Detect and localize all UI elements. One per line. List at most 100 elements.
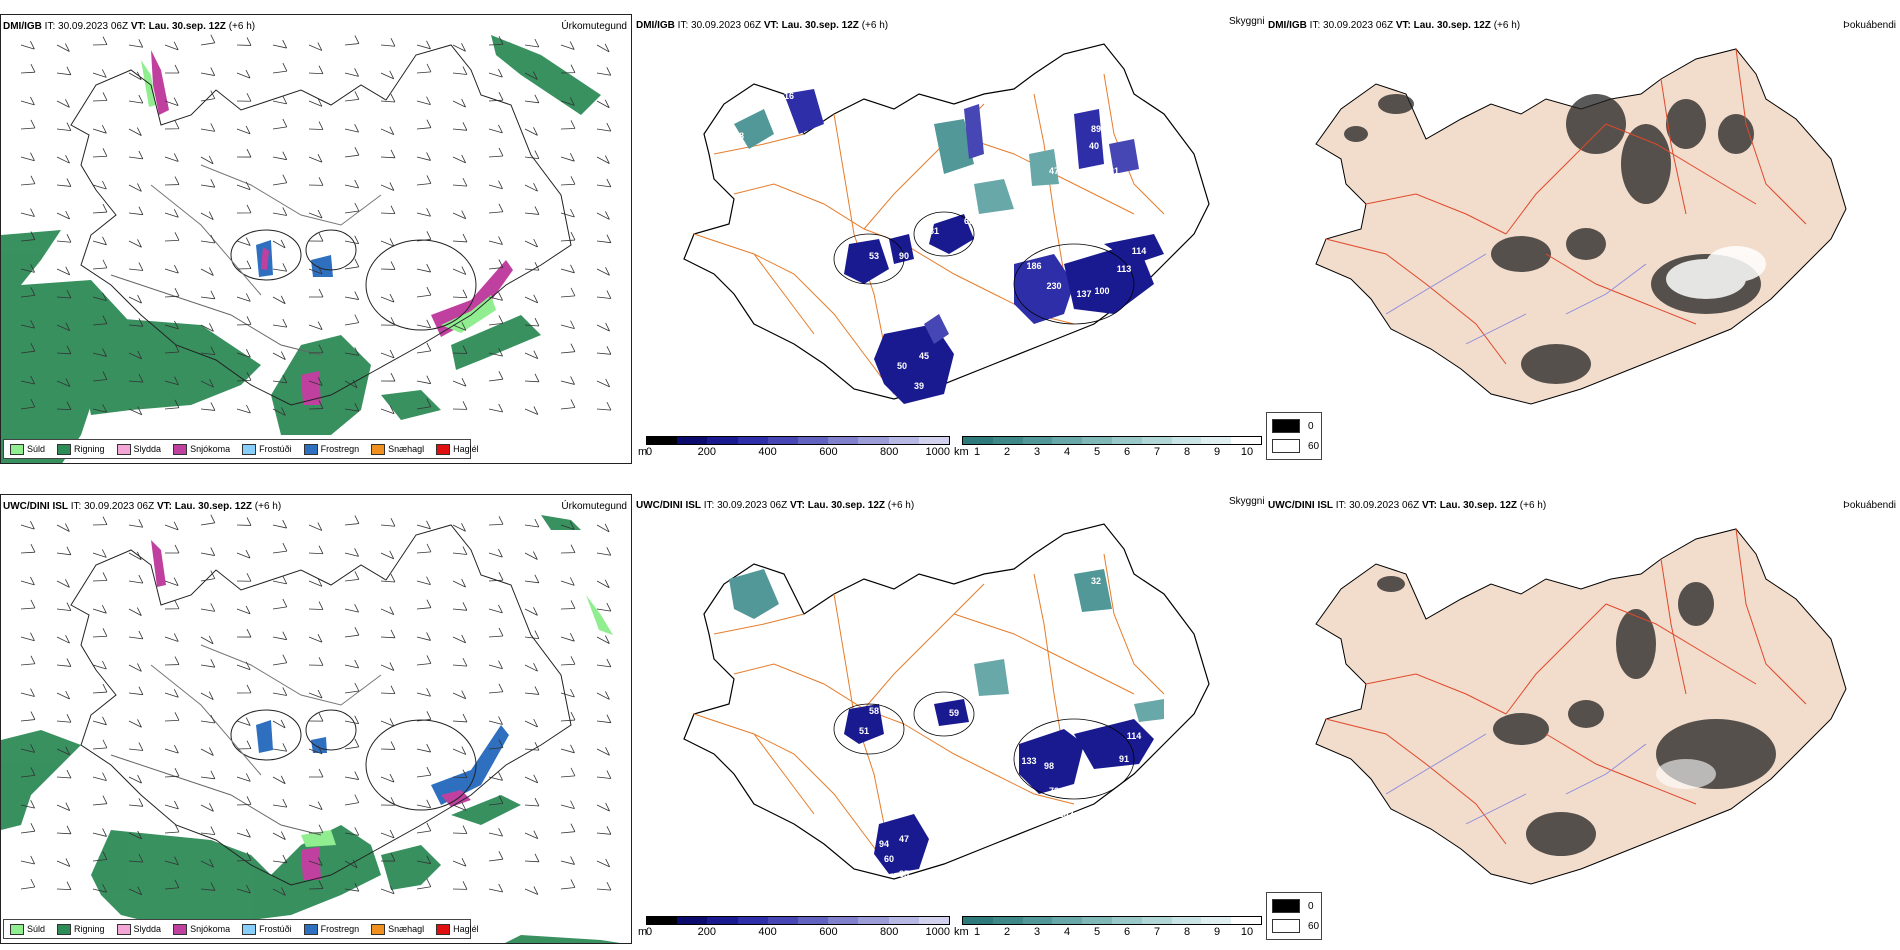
wind-barb bbox=[92, 180, 107, 190]
wind-barb bbox=[20, 343, 36, 354]
wind-barb bbox=[128, 719, 142, 728]
legend-swatch bbox=[116, 923, 131, 935]
wind-barb bbox=[200, 323, 214, 332]
wind-barb bbox=[344, 403, 360, 412]
fog-legend-label: 0 bbox=[1308, 900, 1314, 912]
wind-barb bbox=[452, 154, 467, 164]
colorbar-segment bbox=[798, 917, 829, 924]
wind-barb bbox=[416, 342, 432, 354]
wind-barb bbox=[560, 633, 575, 642]
wind-barb bbox=[488, 292, 503, 301]
wind-barb bbox=[92, 236, 107, 246]
wind-barb bbox=[596, 714, 612, 724]
wind-barb bbox=[236, 684, 252, 694]
wind-barb bbox=[200, 603, 216, 612]
wind-barb bbox=[380, 662, 395, 671]
colorbar-segment bbox=[918, 917, 950, 924]
colorbar-segment bbox=[1082, 917, 1112, 924]
wind-barb bbox=[272, 775, 286, 785]
wind-barb bbox=[272, 174, 288, 186]
wind-barb bbox=[344, 179, 360, 189]
wind-barb bbox=[56, 546, 72, 556]
wind-barb bbox=[560, 544, 576, 554]
header: UWC/DINI ISL IT: 30.09.2023 06Z VT: Lau.… bbox=[1268, 500, 1547, 511]
wind-barb bbox=[524, 663, 538, 672]
wind-barb bbox=[56, 322, 71, 332]
wind-barb bbox=[200, 747, 214, 756]
colorbar-tick: 6 bbox=[1123, 446, 1131, 458]
wind-barb bbox=[272, 351, 286, 360]
wind-barb bbox=[128, 350, 143, 360]
wind-barb bbox=[164, 744, 179, 754]
wind-barb bbox=[308, 177, 324, 186]
wind-barb bbox=[308, 634, 323, 643]
wind-barb bbox=[92, 292, 107, 302]
legend-swatch bbox=[173, 923, 188, 935]
legend-item: Rigning bbox=[57, 443, 105, 455]
wind-barb bbox=[56, 690, 71, 700]
header: UWC/DINI ISL IT: 30.09.2023 06Z VT: Lau.… bbox=[636, 500, 915, 511]
wind-barb bbox=[128, 630, 144, 640]
colorbar-tick: 9 bbox=[1213, 926, 1221, 938]
colorbar-tick: 2 bbox=[1003, 926, 1011, 938]
legend-swatch bbox=[242, 923, 257, 935]
wind-barb bbox=[236, 605, 251, 615]
wind-barb bbox=[416, 398, 432, 410]
wind-barb bbox=[380, 718, 395, 727]
wind-barb bbox=[452, 690, 467, 700]
wind-barb bbox=[488, 516, 504, 526]
legend-item: Snæhagl bbox=[371, 443, 424, 455]
colorbar-unit: km bbox=[954, 446, 969, 458]
colorbar-tick: 5 bbox=[1093, 926, 1101, 938]
panel-top-cloud: 16 18 53 81 90 186 230 137 100 113 114 45 50 39 124 57 4… bbox=[634, 14, 1264, 464]
wind-barb bbox=[308, 824, 324, 834]
colorbar-tick: 7 bbox=[1153, 446, 1161, 458]
wind-barb bbox=[128, 798, 144, 807]
colorbar-segment bbox=[647, 917, 678, 924]
wind-barb bbox=[488, 236, 503, 245]
wind-barb bbox=[236, 372, 252, 382]
wind-barb bbox=[596, 802, 610, 812]
wind-barb bbox=[596, 858, 611, 868]
legend-item: Haglél bbox=[436, 443, 479, 455]
wind-barb bbox=[416, 599, 432, 610]
panel-top-fog: DMI/IGB IT: 30.09.2023 06Z VT: Lau. 30.s… bbox=[1266, 14, 1900, 464]
wind-barb bbox=[20, 375, 36, 385]
cloud-base-label: 98 bbox=[1044, 761, 1054, 771]
wind-barb bbox=[560, 521, 575, 530]
wind-barb bbox=[56, 523, 70, 532]
cloud-base-colorbar: 0 200 400 600 800 1000 m bbox=[638, 436, 950, 460]
wind-barb bbox=[20, 576, 35, 586]
wind-barb bbox=[236, 517, 252, 526]
wind-barb bbox=[488, 716, 503, 725]
wind-barb bbox=[128, 39, 144, 48]
wind-barb bbox=[236, 349, 251, 358]
wind-barb bbox=[92, 828, 107, 837]
wind-barb bbox=[164, 64, 180, 74]
wind-barb bbox=[128, 183, 142, 192]
wind-barb bbox=[128, 94, 144, 104]
wind-barb bbox=[416, 743, 432, 753]
wind-barb bbox=[344, 659, 360, 669]
wind-barb bbox=[164, 600, 180, 610]
wind-barb bbox=[416, 878, 432, 890]
cloud-base-label: 42 bbox=[1169, 143, 1179, 153]
wind-barb bbox=[380, 606, 395, 616]
wind-barb bbox=[56, 122, 72, 132]
wind-barb bbox=[236, 37, 252, 46]
wind-barb bbox=[56, 378, 71, 387]
wind-barb bbox=[272, 654, 288, 666]
header: UWC/DINI ISL IT: 30.09.2023 06Z VT: Lau.… bbox=[3, 501, 282, 512]
wind-barb bbox=[92, 549, 107, 558]
wind-barb bbox=[488, 147, 504, 158]
wind-barb bbox=[20, 599, 36, 610]
fog-legend-item: 0 bbox=[1272, 419, 1314, 433]
wind-barb bbox=[128, 830, 143, 840]
legend-label: Slydda bbox=[133, 444, 162, 454]
legend-item: Súld bbox=[10, 443, 45, 455]
wind-barb bbox=[92, 148, 108, 158]
wind-barb bbox=[524, 607, 538, 616]
colorbar-tick: 0 bbox=[646, 926, 653, 938]
wind-barb bbox=[416, 822, 432, 834]
wind-barb bbox=[272, 62, 288, 74]
